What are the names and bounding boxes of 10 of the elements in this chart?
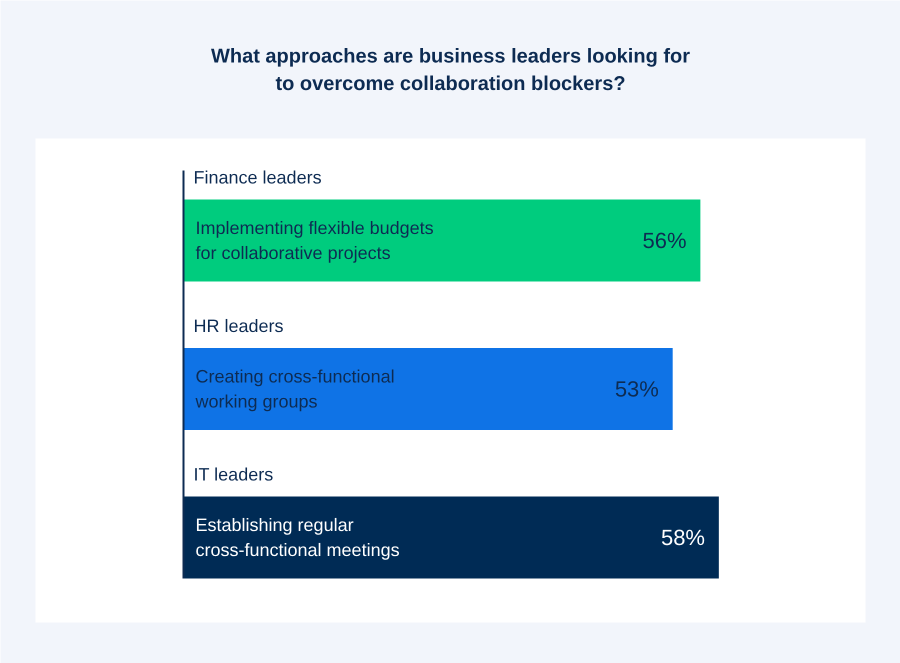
y-tick-label: HR leaders <box>194 316 284 336</box>
annotation: Implementing flexible budgets for collaborative projects <box>196 218 434 263</box>
chart-title: What approaches are business leaders looking for to overcome collaboration blockers? <box>210 46 690 95</box>
data-label: 56% <box>642 228 687 253</box>
y-tick-label: IT leaders <box>194 464 274 484</box>
data-label: 58% <box>660 525 706 550</box>
annotation: Establishing regular cross-functional meetings <box>196 515 400 560</box>
annotation: Creating cross-functional working groups <box>194 366 395 412</box>
y-tick-label: Finance leaders <box>194 168 322 188</box>
data-label: 53% <box>614 376 659 402</box>
